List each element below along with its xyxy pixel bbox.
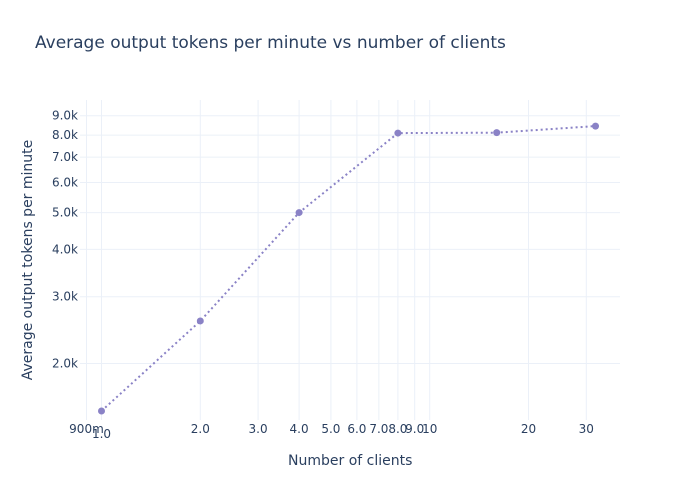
y-tick-label: 9.0k	[52, 109, 78, 123]
x-tick-label: 1.0	[92, 427, 111, 441]
data-point	[196, 317, 204, 325]
x-tick-label: 8.0	[388, 422, 407, 436]
x-tick-label: 900m	[69, 422, 104, 436]
y-tick-label: 7.0k	[52, 150, 78, 164]
x-tick-label: 3.0	[249, 422, 268, 436]
data-point	[493, 129, 501, 137]
x-tick-label: 20	[521, 422, 536, 436]
x-tick-label: 7.0	[369, 422, 388, 436]
data-point	[97, 407, 105, 415]
y-tick-label: 6.0k	[52, 176, 78, 190]
y-tick-label: 5.0k	[52, 206, 78, 220]
data-point	[295, 209, 303, 217]
x-tick-label: 6.0	[347, 422, 366, 436]
x-axis-title: Number of clients	[288, 453, 413, 469]
y-tick-label: 2.0k	[52, 357, 78, 371]
x-tick-label: 5.0	[321, 422, 340, 436]
x-tick-label: 4.0	[290, 422, 309, 436]
data-point	[592, 122, 600, 130]
chart-title: Average output tokens per minute vs numb…	[35, 33, 506, 53]
y-tick-label: 3.0k	[52, 290, 78, 304]
series-line	[100, 125, 596, 412]
x-tick-label: 2.0	[191, 422, 210, 436]
x-tick-label: 9.0	[405, 422, 424, 436]
y-tick-label: 4.0k	[52, 242, 78, 256]
x-tick-label: 30	[579, 422, 594, 436]
y-tick-label: 8.0k	[52, 128, 78, 142]
x-tick-label: 10	[422, 422, 437, 436]
data-point	[394, 129, 402, 137]
y-axis-title: Average output tokens per minute	[20, 139, 36, 381]
